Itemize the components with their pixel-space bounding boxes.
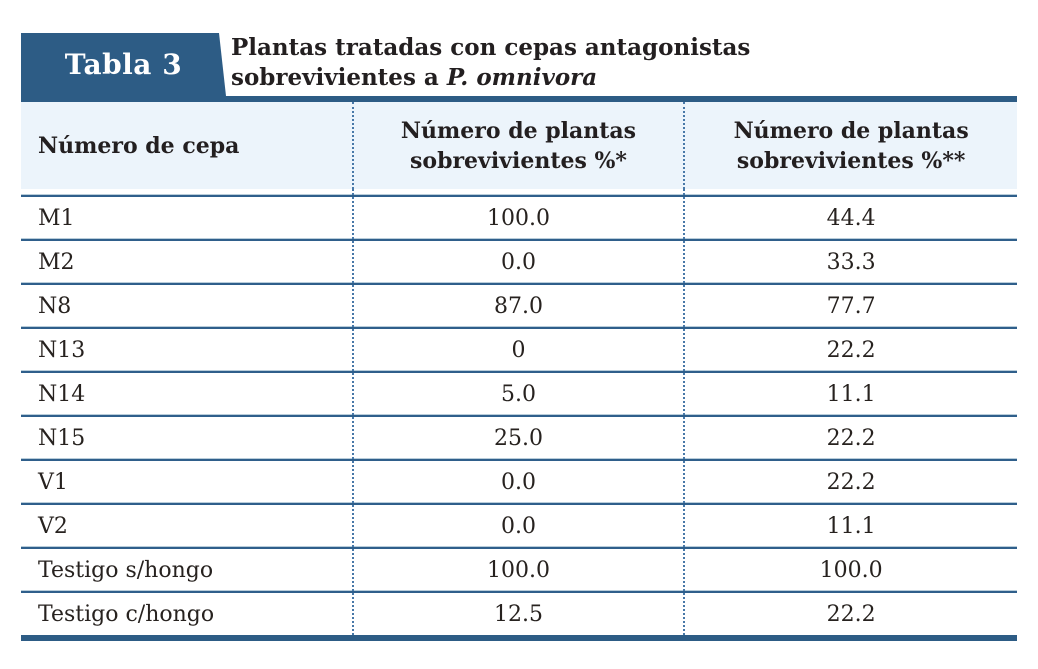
table-row: N13 0 22.2: [21, 327, 1017, 371]
cell-cepa: V1: [21, 461, 354, 503]
cell-pct2: 77.7: [826, 293, 876, 319]
table-title: Plantas tratadas con cepas antagonistas …: [231, 33, 750, 93]
cell-cepa: M2: [21, 241, 354, 283]
table-top-rule: [21, 96, 1017, 102]
cell-pct1: 5.0: [354, 373, 686, 415]
header-cell-pct2: Número de plantas sobrevivientes %**: [733, 117, 969, 174]
cell-cepa: N14: [21, 373, 354, 415]
title-line-2: sobrevivientes a P. omnivora: [231, 63, 750, 93]
cell-pct1: 0: [354, 329, 686, 371]
header-row: Número de cepa Número de plantas sobrevi…: [21, 102, 1017, 189]
cell-cepa: N8: [21, 285, 354, 327]
cell-pct1: 0.0: [354, 241, 686, 283]
cell-pct2: 100.0: [819, 557, 883, 583]
table-header-area: Tabla 3 Plantas tratadas con cepas antag…: [0, 0, 1038, 96]
table-row: Testigo c/hongo 12.5 22.2: [21, 591, 1017, 635]
header-cell-cepa: Número de cepa: [21, 102, 354, 189]
table-row: V2 0.0 11.1: [21, 503, 1017, 547]
cell-cepa: N15: [21, 417, 354, 459]
cell-pct1: 87.0: [354, 285, 686, 327]
title-line-2-text: sobrevivientes a: [231, 64, 447, 91]
cell-cepa: Testigo s/hongo: [21, 549, 354, 591]
cell-pct2: 11.1: [826, 381, 876, 407]
species-name-italic: P. omnivora: [446, 64, 598, 91]
cell-pct2: 22.2: [826, 469, 876, 495]
table-row: V1 0.0 22.2: [21, 459, 1017, 503]
data-table: Número de cepa Número de plantas sobrevi…: [21, 96, 1017, 641]
cell-pct1: 100.0: [354, 197, 686, 239]
title-line-1: Plantas tratadas con cepas antagonistas: [231, 34, 751, 61]
cell-pct2: 33.3: [826, 249, 876, 275]
cell-pct2: 22.2: [826, 601, 876, 627]
table-bottom-rule: [21, 635, 1017, 641]
cell-cepa: M1: [21, 197, 354, 239]
table-row: M2 0.0 33.3: [21, 239, 1017, 283]
cell-pct2: 11.1: [826, 513, 876, 539]
cell-pct1: 25.0: [354, 417, 686, 459]
cell-pct1: 100.0: [354, 549, 686, 591]
table-row: N8 87.0 77.7: [21, 283, 1017, 327]
cell-cepa: Testigo c/hongo: [21, 593, 354, 635]
header-gap: [21, 189, 1017, 195]
table-row: M1 100.0 44.4: [21, 195, 1017, 239]
cell-cepa: V2: [21, 505, 354, 547]
table-row: Testigo s/hongo 100.0 100.0: [21, 547, 1017, 591]
cell-pct1: 0.0: [354, 505, 686, 547]
cell-pct2: 44.4: [826, 205, 876, 231]
cell-pct1: 0.0: [354, 461, 686, 503]
cell-pct1: 12.5: [354, 593, 686, 635]
table-row: N15 25.0 22.2: [21, 415, 1017, 459]
badge-label: Tabla 3: [64, 48, 183, 81]
cell-pct2: 22.2: [826, 337, 876, 363]
header-cell-pct1: Número de plantas sobrevivientes %*: [354, 102, 686, 189]
cell-pct2: 22.2: [826, 425, 876, 451]
table-number-badge: Tabla 3: [21, 33, 226, 96]
table-row: N14 5.0 11.1: [21, 371, 1017, 415]
cell-cepa: N13: [21, 329, 354, 371]
